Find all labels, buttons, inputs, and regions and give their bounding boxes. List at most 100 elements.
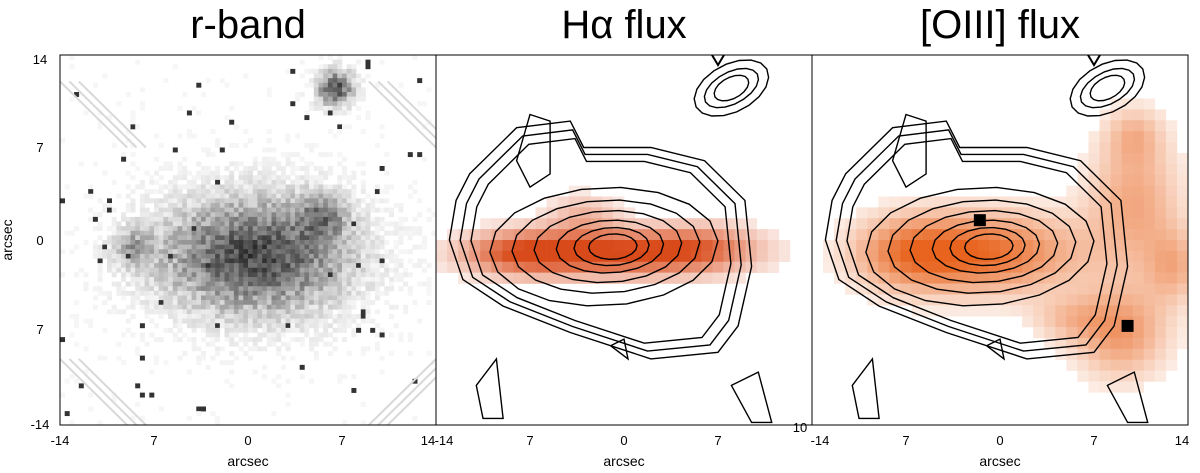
- image-pixel: [295, 318, 300, 324]
- image-pixel: [69, 314, 75, 319]
- flux-pixel: [778, 250, 791, 263]
- image-pixel: [186, 170, 192, 176]
- image-pixel: [365, 318, 371, 324]
- image-pixel: [318, 82, 324, 88]
- image-pixel: [389, 351, 394, 356]
- image-pixel: [313, 263, 319, 269]
- contour-line: [887, 199, 1077, 294]
- flux-pixel: [1099, 370, 1111, 382]
- flux-pixel: [546, 218, 558, 230]
- image-pixel: [243, 179, 249, 185]
- image-pixel: [139, 300, 145, 306]
- image-pixel: [229, 230, 235, 236]
- image-pixel: [266, 189, 272, 195]
- flux-pixel: [1044, 218, 1056, 230]
- image-pixel: [88, 207, 94, 213]
- flux-pixel: [1022, 316, 1034, 328]
- image-pixel: [342, 337, 347, 343]
- image-pixel: [139, 267, 145, 273]
- flux-pixel: [1154, 337, 1167, 350]
- image-pixel: [139, 263, 145, 269]
- image-pixel: [224, 318, 230, 324]
- image-pixel: [417, 258, 423, 264]
- contour-line: [891, 113, 927, 189]
- image-pixel: [304, 198, 310, 204]
- flux-pixel: [1165, 120, 1178, 132]
- image-pixel: [304, 110, 310, 116]
- image-pixel: [252, 263, 258, 269]
- image-pixel: [191, 253, 197, 259]
- flux-pixel: [1176, 163, 1188, 175]
- contour-line: [693, 59, 770, 117]
- image-pixel: [327, 332, 333, 338]
- image-pixel: [337, 193, 343, 199]
- image-pixel: [135, 267, 141, 273]
- image-pixel: [276, 203, 282, 208]
- image-pixel: [154, 216, 159, 222]
- image-pixel: [116, 230, 122, 236]
- image-pixel: [304, 263, 310, 269]
- image-pixel: [158, 226, 164, 232]
- image-pixel: [304, 166, 310, 171]
- image-pixel: [224, 281, 230, 287]
- flux-pixel: [579, 185, 592, 197]
- image-pixel: [318, 226, 324, 232]
- image-pixel: [262, 249, 268, 255]
- image-pixel: [304, 295, 310, 301]
- image-pixel: [92, 212, 98, 218]
- image-pixel: [229, 193, 235, 199]
- image-pixel: [276, 221, 282, 227]
- image-pixel: [130, 304, 136, 310]
- image-pixel: [172, 207, 178, 213]
- image-pixel: [111, 304, 117, 310]
- image-pixel: [163, 360, 169, 366]
- image-pixel: [215, 212, 221, 218]
- image-pixel: [219, 286, 225, 292]
- image-pixel: [182, 240, 188, 245]
- image-pixel: [309, 300, 315, 306]
- flux-pixel: [458, 261, 470, 273]
- image-pixel: [285, 258, 291, 264]
- image-pixel: [196, 244, 202, 250]
- image-pixel: [154, 355, 159, 361]
- image-pixel: [196, 207, 202, 213]
- image-pixel: [125, 193, 131, 199]
- flux-pixel: [1132, 120, 1145, 132]
- image-pixel: [219, 277, 225, 282]
- image-pixel: [158, 309, 164, 315]
- image-pixel: [280, 203, 286, 208]
- image-pixel: [205, 189, 211, 195]
- image-pixel: [266, 207, 272, 213]
- flux-pixel: [856, 207, 868, 219]
- image-pixel: [421, 281, 427, 287]
- image-pixel: [407, 290, 413, 296]
- image-pixel: [229, 272, 235, 278]
- image-pixel: [88, 318, 94, 324]
- image-pixel: [280, 258, 286, 264]
- image-pixel: [290, 272, 296, 278]
- image-pixel: [313, 203, 319, 208]
- image-pixel: [332, 295, 338, 301]
- flux-pixel: [966, 272, 979, 284]
- flux-pixel: [458, 240, 470, 252]
- image-pixel: [252, 277, 258, 282]
- image-pixel: [407, 184, 413, 190]
- image-pixel: [229, 286, 235, 292]
- flux-pixel: [535, 240, 547, 252]
- flux-pixel: [767, 240, 780, 252]
- flux-pixel: [1143, 174, 1156, 186]
- flux-pixel: [1143, 370, 1156, 382]
- image-pixel: [398, 235, 404, 241]
- image-pixel: [215, 327, 221, 333]
- image-pixel: [191, 105, 197, 111]
- image-pixel: [215, 300, 221, 306]
- image-pixel: [346, 175, 352, 181]
- image-pixel: [172, 235, 178, 241]
- flux-pixel: [535, 207, 547, 219]
- image-pixel: [351, 281, 357, 287]
- image-pixel: [393, 226, 399, 232]
- flux-pixel: [546, 207, 558, 219]
- image-pixel: [346, 318, 352, 324]
- image-pixel: [158, 198, 164, 204]
- flux-pixel: [1022, 305, 1034, 317]
